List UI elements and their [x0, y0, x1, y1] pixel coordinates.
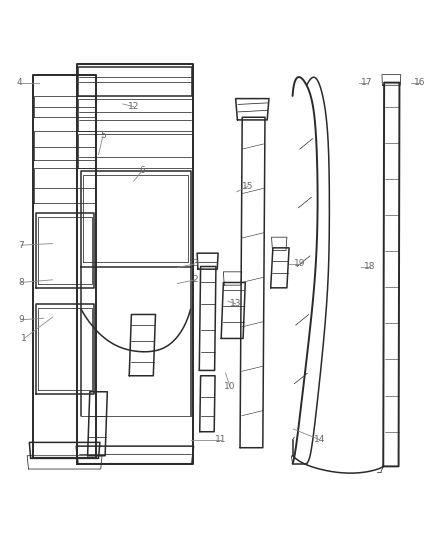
Text: 15: 15 — [242, 182, 253, 191]
Text: 13: 13 — [230, 300, 241, 308]
Text: 1: 1 — [21, 334, 27, 343]
Text: 4: 4 — [17, 78, 22, 87]
Text: 11: 11 — [215, 435, 227, 444]
Text: 7: 7 — [18, 241, 24, 249]
Text: 17: 17 — [361, 78, 373, 87]
Text: 10: 10 — [224, 382, 236, 391]
Text: 18: 18 — [364, 262, 376, 271]
Text: 19: 19 — [294, 260, 306, 268]
Text: 5: 5 — [100, 132, 106, 140]
Text: 12: 12 — [128, 102, 139, 111]
Text: 16: 16 — [414, 78, 425, 87]
Text: 2: 2 — [192, 276, 198, 284]
Text: 14: 14 — [314, 435, 325, 444]
Text: 6: 6 — [139, 166, 145, 175]
Text: 9: 9 — [18, 316, 24, 324]
Text: 8: 8 — [18, 278, 24, 287]
Text: 3: 3 — [192, 260, 198, 268]
